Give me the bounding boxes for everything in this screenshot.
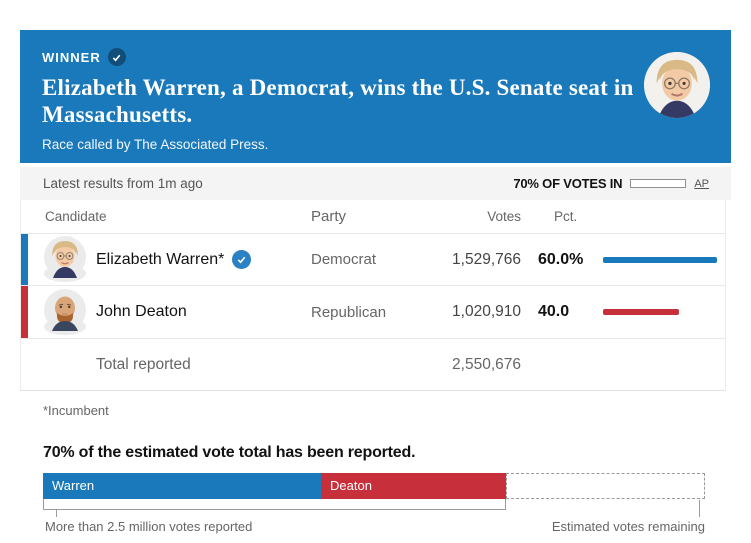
- candidate-party: Republican: [311, 303, 387, 321]
- candidate-party: Democrat: [311, 251, 377, 268]
- winner-check-icon: [232, 250, 252, 269]
- header-accent-spacer: [21, 200, 28, 233]
- candidate-name: John Deaton: [96, 303, 187, 320]
- candidate-votes: 1,529,766: [452, 250, 521, 268]
- warren-segment: Warren: [43, 473, 322, 499]
- reported-pointer-tick: [56, 510, 57, 517]
- winner-check-icon: [107, 48, 126, 66]
- column-header-votes: Votes: [487, 209, 521, 224]
- reporting-chart: Warren Deaton More than 2.5 million vote…: [43, 473, 705, 534]
- candidate-votes: 1,020,910: [452, 303, 521, 320]
- winner-hero-banner: WINNER Elizabeth Warren, a Democrat, win…: [20, 30, 731, 163]
- remaining-note: Estimated votes remaining: [551, 519, 705, 534]
- winner-label: WINNER: [42, 49, 101, 65]
- warren-avatar: [44, 236, 86, 282]
- stacked-vote-bar: Warren Deaton: [43, 473, 705, 499]
- race-called-note: Race called by The Associated Press.: [42, 137, 269, 152]
- reported-note: More than 2.5 million votes reported: [45, 519, 253, 534]
- votes-in-group: 70% OF VOTES IN AP: [513, 176, 709, 191]
- column-header-candidate: Candidate: [45, 209, 107, 224]
- table-row: Elizabeth Warren* Democrat 1,529,766 60.…: [21, 234, 725, 286]
- remaining-pointer-tick: [699, 500, 700, 517]
- democrat-accent-bar: [21, 234, 28, 285]
- reporting-headline: 70% of the estimated vote total has been…: [43, 444, 416, 461]
- latest-results-bar: Latest results from 1m ago 70% OF VOTES …: [20, 167, 731, 200]
- votes-in-progress-bar: [630, 179, 687, 188]
- candidate-pct: 60.0%: [538, 250, 584, 268]
- ap-source-link[interactable]: AP: [694, 177, 709, 190]
- estimated-remaining-segment: [506, 473, 705, 499]
- deaton-avatar: [44, 288, 86, 335]
- winner-portrait: [644, 52, 710, 118]
- latest-results-text: Latest results from 1m ago: [43, 176, 203, 191]
- race-headline: Elizabeth Warren, a Democrat, wins the U…: [42, 75, 634, 127]
- candidate-name: Elizabeth Warren*: [96, 250, 225, 268]
- republican-pct-bar: [603, 309, 679, 315]
- candidate-avatar-cell: [28, 288, 91, 336]
- candidate-name-cell: Elizabeth Warren*: [91, 250, 311, 269]
- candidate-name-cell: John Deaton: [91, 303, 311, 321]
- deaton-segment: Deaton: [321, 473, 507, 499]
- candidate-pct: 40.0: [538, 303, 570, 320]
- reported-bracket: [43, 499, 507, 510]
- column-header-party: Party: [311, 208, 347, 225]
- republican-accent-bar: [21, 286, 28, 338]
- democrat-pct-bar: [603, 256, 717, 263]
- table-header-row: Candidate Party Votes Pct.: [21, 200, 725, 234]
- pct-bar-cell: [594, 256, 725, 263]
- results-table: Candidate Party Votes Pct.: [20, 200, 726, 391]
- incumbent-footnote: *Incumbent: [43, 403, 109, 418]
- total-reported-votes: 2,550,676: [452, 355, 521, 373]
- candidate-avatar-cell: [28, 236, 91, 283]
- table-row: John Deaton Republican 1,020,910 40.0: [21, 286, 725, 338]
- total-row: Total reported 2,550,676: [21, 338, 725, 390]
- race-result-card: WINNER Elizabeth Warren, a Democrat, win…: [20, 30, 731, 543]
- winner-row: WINNER: [42, 48, 709, 66]
- pct-bar-cell: [594, 309, 725, 315]
- total-reported-label: Total reported: [96, 355, 191, 373]
- votes-in-label: 70% OF VOTES IN: [513, 176, 623, 191]
- column-header-pct: Pct.: [554, 209, 578, 224]
- chart-notes: More than 2.5 million votes reported Est…: [43, 519, 705, 534]
